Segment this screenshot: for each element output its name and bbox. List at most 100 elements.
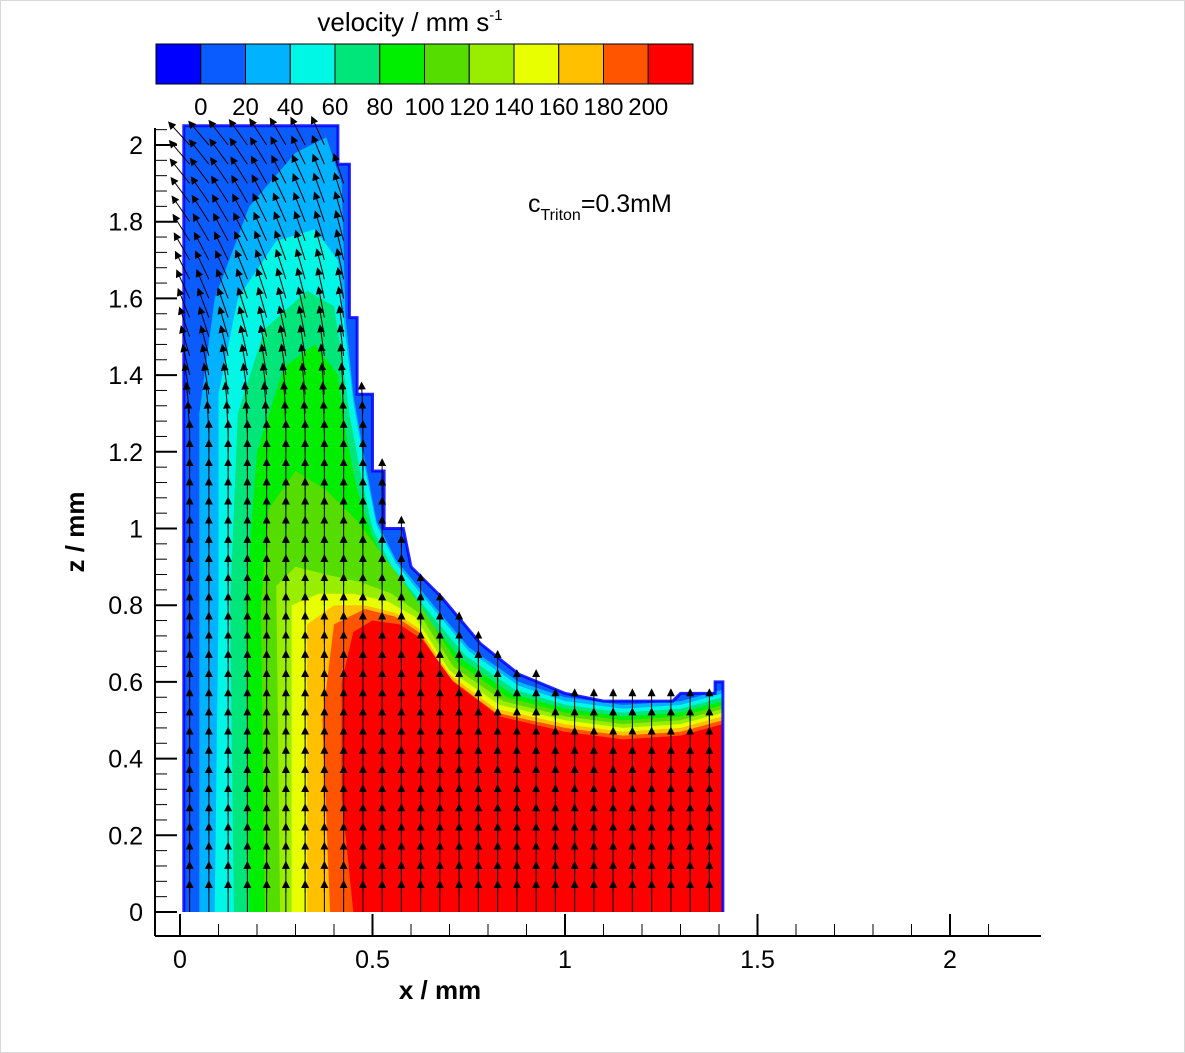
velocity-vector	[311, 134, 325, 165]
velocity-vector	[239, 343, 248, 376]
velocity-vector	[298, 343, 307, 376]
velocity-vector	[251, 174, 268, 203]
colorbar-swatch	[289, 43, 336, 85]
velocity-vector	[254, 249, 268, 280]
velocity-vector	[231, 174, 248, 203]
velocity-vector	[310, 115, 325, 146]
y-tick-label: 1.2	[108, 439, 143, 467]
velocity-vector	[222, 400, 231, 433]
y-tick-label: 1.6	[108, 285, 143, 313]
y-tick-label: 0.6	[108, 669, 143, 697]
domain-boundary	[182, 124, 725, 912]
colorbar-tick-label: 80	[366, 94, 393, 121]
vector-field	[168, 115, 714, 912]
velocity-vector	[191, 194, 210, 222]
velocity-vector	[275, 267, 287, 299]
colorbar-tick-label: 160	[539, 94, 579, 121]
velocity-vector	[176, 287, 191, 318]
velocity-vector	[172, 213, 191, 242]
y-tick-label: 0.4	[108, 746, 143, 774]
velocity-vector	[233, 230, 248, 261]
velocity-vector	[218, 324, 229, 357]
velocity-vector	[237, 305, 248, 337]
velocity-vector	[333, 209, 345, 242]
velocity-vector	[337, 362, 346, 395]
colorbar-swatch	[468, 43, 515, 85]
colorbar-swatch	[245, 43, 291, 85]
y-tick-label: 2	[129, 132, 143, 160]
velocity-vector	[292, 173, 306, 203]
velocity-vector	[170, 176, 191, 203]
velocity-vector	[334, 228, 345, 261]
velocity-vector	[357, 381, 366, 414]
velocity-vector	[175, 269, 191, 299]
colorbar-swatch	[155, 43, 202, 85]
velocity-vector	[216, 287, 229, 318]
velocity-vector	[173, 232, 191, 261]
velocity-vector	[238, 324, 248, 357]
colorbar-swatch	[379, 43, 425, 85]
velocity-vector	[233, 212, 248, 242]
velocity-vector	[232, 193, 248, 222]
velocity-vector	[312, 191, 325, 222]
velocity-vector	[211, 194, 229, 222]
velocity-vector	[255, 267, 268, 299]
velocity-vector	[317, 324, 325, 356]
colorbar-tick-label: 200	[628, 94, 668, 121]
colorbar-tick-label: 60	[322, 94, 349, 121]
velocity-vector	[271, 173, 287, 203]
velocity-vector	[208, 119, 229, 146]
velocity-vector	[203, 400, 212, 433]
velocity-vector	[260, 381, 269, 414]
y-tick-label: 1.4	[108, 362, 143, 390]
velocity-vector	[318, 362, 327, 395]
velocity-vector	[332, 153, 345, 184]
colorbar-tick-label: 180	[583, 94, 623, 121]
x-axis-title: x / mm	[399, 975, 481, 1005]
velocity-vector	[291, 154, 306, 184]
velocity-vector	[296, 305, 306, 337]
x-tick-label: 1	[558, 946, 572, 974]
velocity-vector	[188, 139, 210, 165]
x-tick-label: 2	[943, 946, 957, 974]
y-tick-label: 1.8	[108, 209, 143, 237]
colorbar-tick-label: 120	[449, 94, 489, 121]
velocity-vector	[276, 305, 287, 337]
velocity-vector	[270, 136, 287, 165]
velocity-vector	[171, 195, 191, 222]
velocity-vector	[293, 229, 306, 261]
velocity-vector	[209, 138, 229, 165]
velocity-vector	[335, 286, 345, 318]
velocity-vector	[193, 231, 210, 261]
velocity-vector	[229, 137, 248, 165]
colorbar-swatch	[200, 43, 246, 85]
velocity-vector	[241, 381, 250, 414]
velocity-vector	[192, 213, 210, 242]
y-tick-label: 0.2	[108, 822, 143, 850]
velocity-vector	[316, 305, 325, 337]
velocity-vector	[252, 192, 268, 222]
y-tick-label: 0	[129, 899, 143, 927]
colorbar-swatch	[647, 43, 694, 85]
velocity-vector	[292, 191, 306, 222]
velocity-vector	[215, 268, 229, 299]
velocity-vector	[295, 267, 306, 299]
velocity-vector	[188, 120, 210, 146]
x-tick-label: 1.5	[740, 946, 775, 974]
velocity-vector	[314, 248, 325, 280]
velocity-vector	[250, 155, 268, 184]
colorbar-tick-label: 20	[232, 94, 259, 121]
velocity-vector	[269, 117, 287, 146]
velocity-vector	[278, 343, 287, 376]
y-tick-label: 0.8	[108, 592, 143, 620]
velocity-vector	[235, 268, 248, 299]
velocity-vector	[315, 267, 325, 299]
velocity-vector	[194, 250, 210, 280]
velocity-vector	[259, 362, 268, 395]
velocity-vector	[273, 211, 287, 242]
contour-field	[182, 124, 725, 913]
x-tick-label: 0	[173, 946, 187, 974]
concentration-annotation: cTriton=0.3mM	[528, 190, 672, 224]
axes: 0 0.5 1 1.5 2 0 0.2 0.4 0.6 0.8 1 1.2 1.4 1.6 1.8 2	[108, 128, 1041, 974]
velocity-vector	[249, 118, 268, 146]
